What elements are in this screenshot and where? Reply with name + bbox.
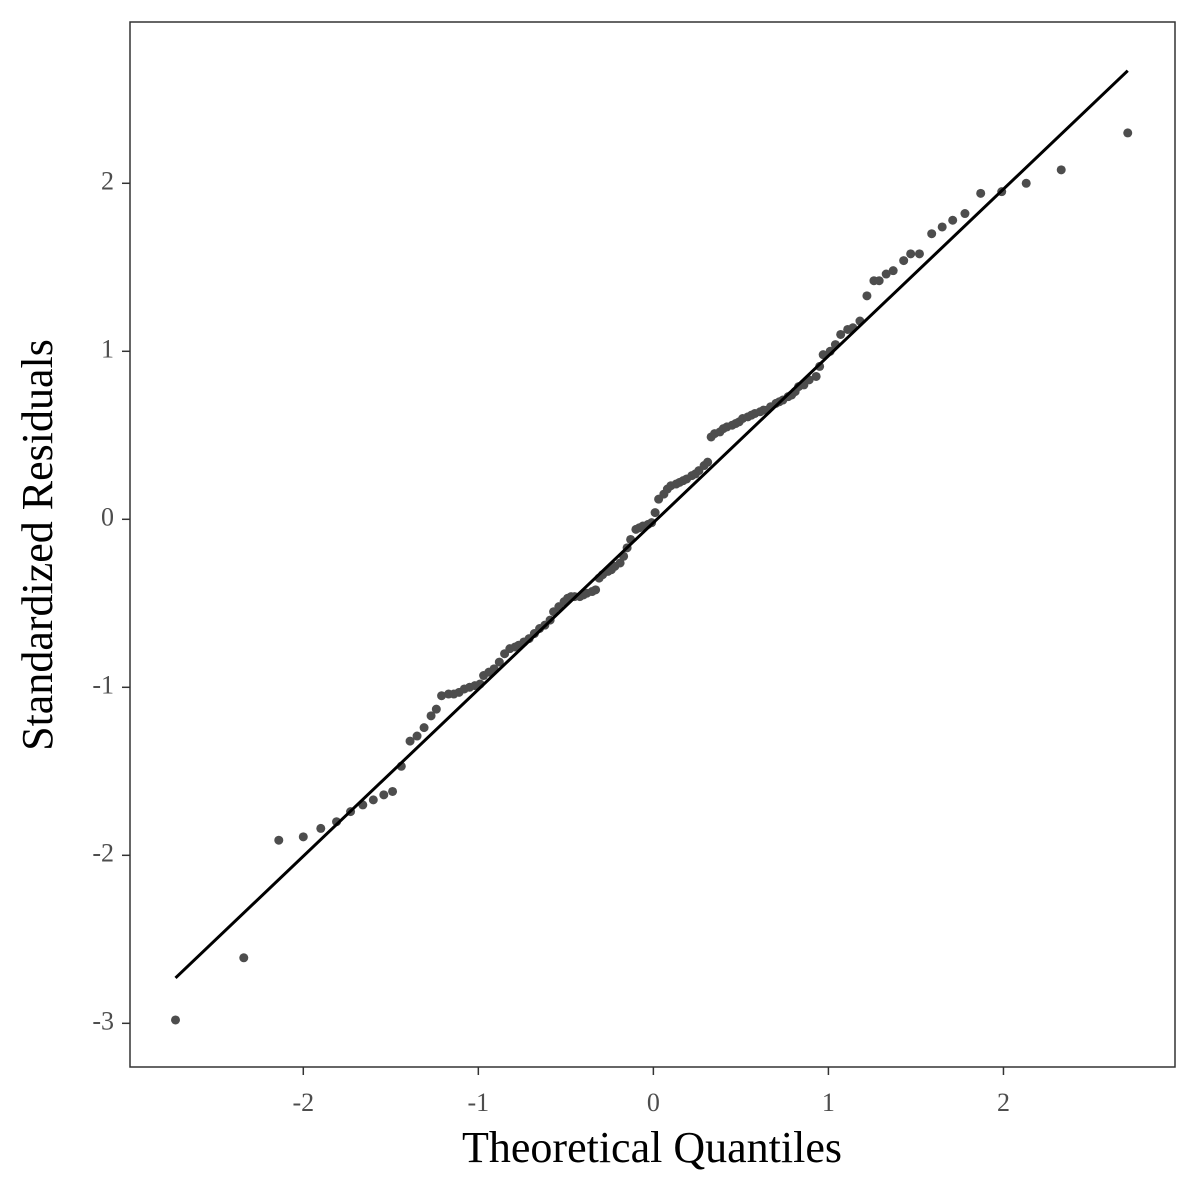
- point: [368, 795, 378, 805]
- point: [412, 731, 422, 741]
- point: [1056, 165, 1066, 175]
- point: [316, 823, 326, 833]
- point: [899, 256, 909, 266]
- point: [171, 1015, 181, 1025]
- point: [862, 291, 872, 301]
- y-tick-label: 2: [101, 166, 114, 195]
- point: [811, 371, 821, 381]
- point: [948, 215, 958, 225]
- point: [703, 457, 713, 467]
- plot-panel: [129, 21, 1176, 1068]
- point: [976, 188, 986, 198]
- point: [591, 585, 601, 595]
- y-tick-label: -3: [92, 1006, 114, 1035]
- point: [437, 691, 447, 701]
- point: [298, 832, 308, 842]
- point: [388, 786, 398, 796]
- x-tick-label: -2: [292, 1088, 314, 1117]
- x-tick-label: 1: [822, 1088, 835, 1117]
- point: [960, 209, 970, 219]
- y-tick-label: 1: [101, 334, 114, 363]
- y-axis-title: Standardized Residuals: [13, 339, 62, 751]
- point: [906, 249, 916, 259]
- point: [937, 222, 947, 232]
- point: [1123, 128, 1133, 138]
- x-axis-title: Theoretical Quantiles: [462, 1123, 842, 1172]
- point: [881, 269, 891, 279]
- point: [836, 329, 846, 339]
- point: [650, 508, 660, 518]
- point: [405, 736, 415, 746]
- y-tick-label: -1: [92, 670, 114, 699]
- point: [239, 953, 249, 963]
- point: [927, 229, 937, 239]
- point: [874, 276, 884, 286]
- point: [914, 249, 924, 259]
- point: [274, 835, 284, 845]
- point: [431, 704, 441, 714]
- y-tick-label: -2: [92, 838, 114, 867]
- point: [379, 790, 389, 800]
- point: [494, 657, 504, 667]
- point: [888, 266, 898, 276]
- x-tick-label: -1: [467, 1088, 489, 1117]
- point: [1021, 178, 1031, 188]
- x-tick-label: 0: [647, 1088, 660, 1117]
- point: [615, 558, 625, 568]
- point: [426, 711, 436, 721]
- y-tick-label: 0: [101, 502, 114, 531]
- point: [419, 723, 429, 733]
- reference-line: [174, 69, 1129, 980]
- x-tick-label: 2: [997, 1088, 1010, 1117]
